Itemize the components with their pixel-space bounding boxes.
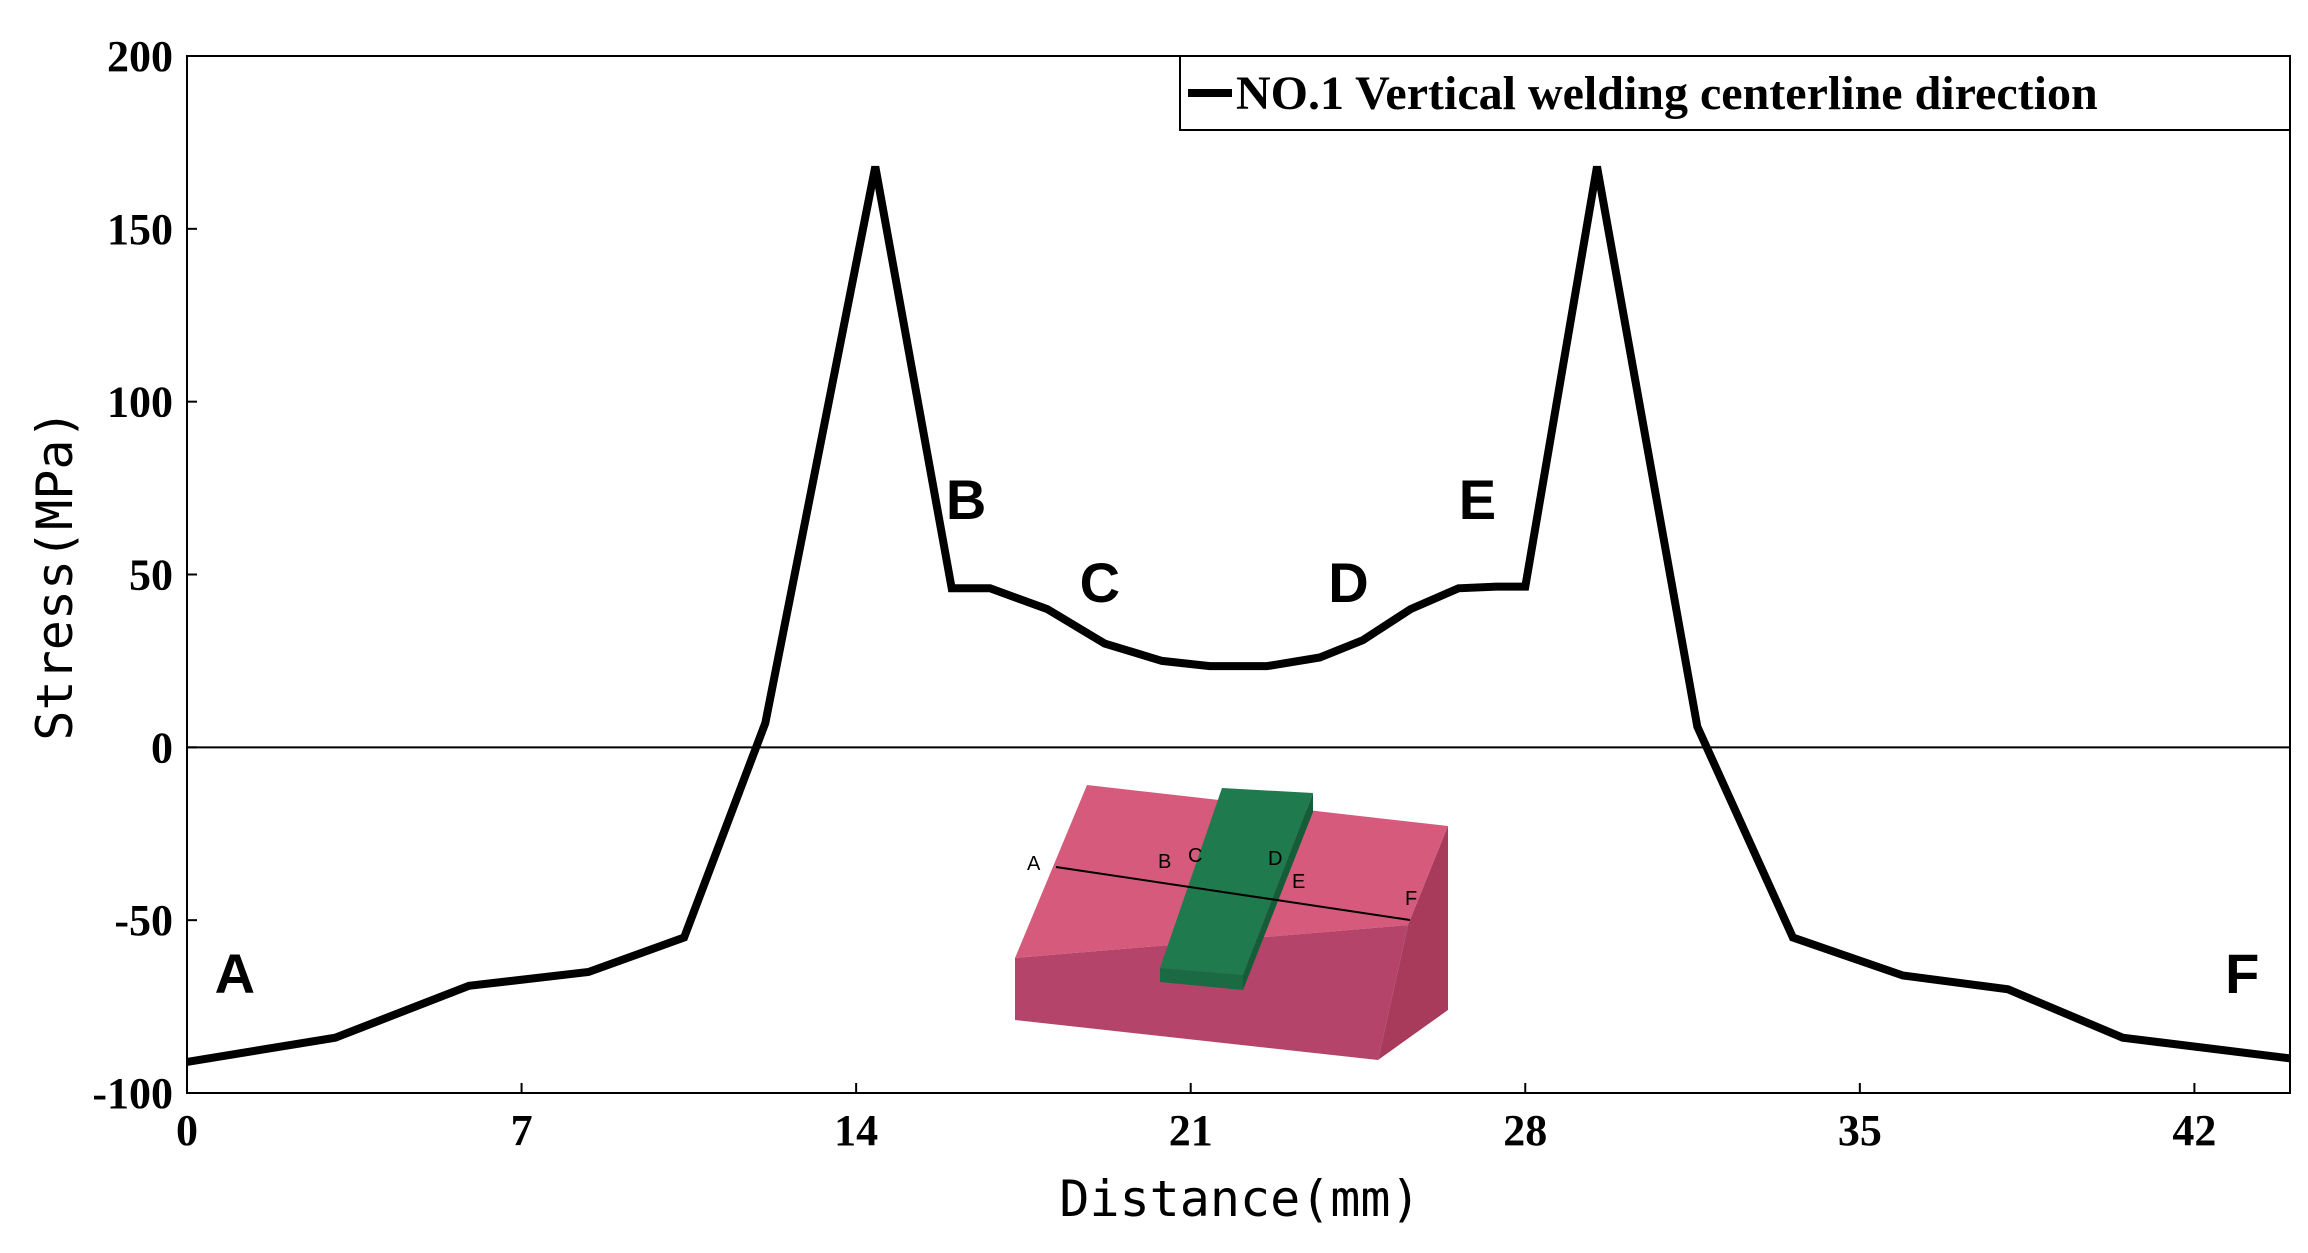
y-axis-title: Stress(MPa) [26, 409, 84, 740]
y-tick-label: -50 [114, 896, 173, 945]
y-tick-label: 100 [107, 378, 173, 427]
legend-box [1179, 55, 2291, 131]
x-tick-label: 42 [2172, 1106, 2216, 1155]
point-label-c: C [1080, 551, 1120, 614]
weld-bead-side [1243, 793, 1313, 990]
weld-specimen-inset: A B C D E F [1015, 785, 1448, 1060]
weld-bead-front [1160, 968, 1243, 990]
weld-bead-top [1160, 788, 1313, 975]
y-tick-labels: -100 -50 0 50 100 150 200 [92, 32, 173, 1118]
y-tick-label: 150 [107, 205, 173, 254]
inset-label-a: A [1027, 853, 1041, 875]
point-label-e: E [1459, 468, 1496, 531]
series-line-stress [186, 165, 2291, 1066]
y-tick-label: 0 [151, 723, 173, 772]
x-tick-label: 14 [834, 1106, 878, 1155]
y-tick-label: -100 [92, 1069, 173, 1118]
point-label-f: F [2225, 942, 2259, 1005]
legend-label: NO.1 Vertical welding centerline directi… [1236, 67, 2098, 120]
point-label-a: A [215, 942, 255, 1005]
point-label-d: D [1328, 551, 1368, 614]
base-plate-front [1015, 925, 1408, 1060]
inset-label-b: B [1158, 851, 1171, 873]
legend: NO.1 Vertical welding centerline directi… [1179, 55, 2291, 131]
measurement-line [1055, 866, 1411, 921]
x-tick-label: 35 [1838, 1106, 1882, 1155]
x-tick-labels: 0 7 14 21 28 35 42 [176, 1106, 2216, 1155]
y-tick-label: 50 [129, 551, 173, 600]
tick-marks [186, 55, 2196, 1094]
x-tick-label: 28 [1503, 1106, 1547, 1155]
inset-label-d: D [1268, 848, 1282, 870]
x-tick-label: 7 [511, 1106, 533, 1155]
inset-label-c: C [1188, 845, 1202, 867]
point-label-b: B [946, 468, 986, 531]
base-plate-side [1378, 826, 1448, 1060]
y-tick-label: 200 [107, 32, 173, 81]
inset-label-e: E [1292, 871, 1305, 893]
point-labels: ABC DEF [215, 468, 2260, 1005]
inset-label-f: F [1405, 888, 1417, 910]
x-axis-title: Distance(mm) [1059, 1170, 1420, 1228]
x-tick-label: 0 [176, 1106, 198, 1155]
x-tick-label: 21 [1169, 1106, 1213, 1155]
